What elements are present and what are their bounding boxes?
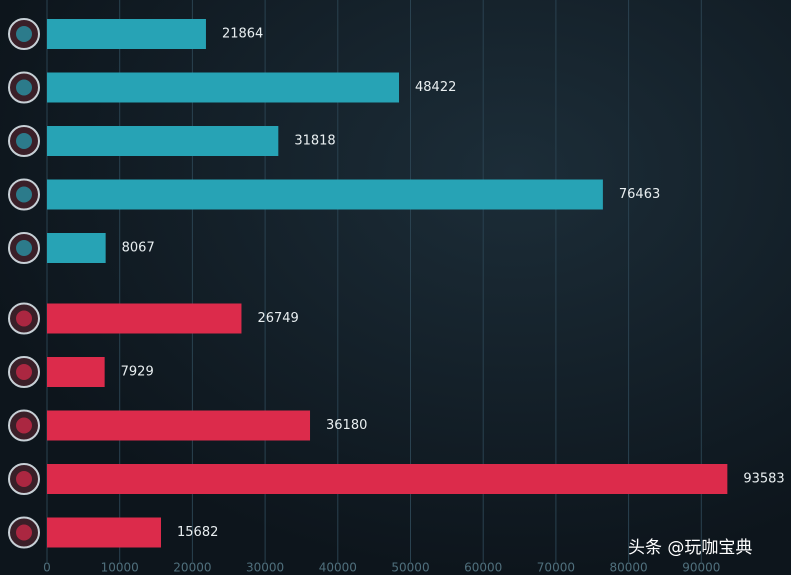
x-tick-label: 50000 <box>391 561 429 575</box>
hero-icon-inner <box>16 240 32 256</box>
value-label: 26749 <box>257 311 298 326</box>
x-tick-label: 60000 <box>464 561 502 575</box>
hero-icon-inner <box>16 417 32 434</box>
bar <box>47 410 311 441</box>
hero-icon-inner <box>16 79 32 96</box>
hero-icon-inner <box>16 133 32 149</box>
watermark: 头条 @玩咖宝典 <box>628 538 752 558</box>
x-tick-label: 20000 <box>173 561 211 575</box>
x-tick-label: 30000 <box>246 561 284 575</box>
bar <box>47 19 206 49</box>
value-label: 15682 <box>177 525 218 540</box>
bar <box>47 303 242 334</box>
x-tick-label: 90000 <box>682 561 720 575</box>
hero-icon-inner <box>16 524 32 541</box>
hero-icon-inner <box>16 186 32 203</box>
hero-icon-inner <box>16 471 32 487</box>
hero-icon-inner <box>16 26 32 42</box>
hero-icon-inner <box>16 310 32 327</box>
bar <box>47 126 279 156</box>
bar <box>47 233 106 263</box>
hero-icon-inner <box>16 364 32 380</box>
bar <box>47 357 105 387</box>
x-tick-label: 70000 <box>537 561 575 575</box>
bar <box>47 72 400 103</box>
value-label: 21864 <box>222 27 263 42</box>
value-label: 36180 <box>326 418 367 433</box>
value-label: 48422 <box>415 80 456 95</box>
value-label: 8067 <box>122 241 155 256</box>
bar <box>47 464 728 494</box>
value-label: 76463 <box>619 187 660 202</box>
bar <box>47 179 603 210</box>
value-label: 7929 <box>121 365 154 380</box>
x-tick-label: 0 <box>43 561 51 575</box>
bar <box>47 517 162 548</box>
x-tick-label: 10000 <box>101 561 139 575</box>
value-label: 31818 <box>294 134 335 149</box>
x-tick-label: 80000 <box>610 561 648 575</box>
x-tick-label: 40000 <box>319 561 357 575</box>
value-label: 93583 <box>743 472 784 487</box>
